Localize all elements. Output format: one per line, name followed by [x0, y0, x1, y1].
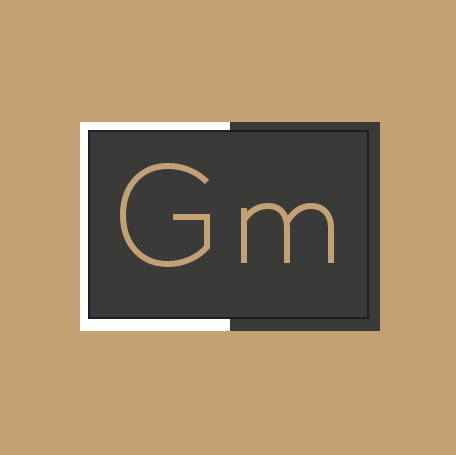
monogram-mark	[120, 162, 370, 292]
logo-inner-panel	[88, 130, 369, 319]
letter-m	[244, 206, 331, 263]
monogram-logo	[80, 122, 380, 331]
letter-g	[123, 166, 207, 264]
